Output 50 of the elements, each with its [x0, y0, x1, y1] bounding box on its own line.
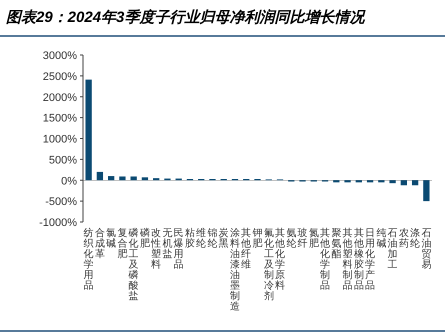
- x-tick-label: 磷肥: [138, 227, 150, 250]
- bar: [108, 176, 114, 180]
- bar: [130, 176, 137, 180]
- x-tick-label: 合成革: [94, 227, 105, 260]
- x-tick-label: 民爆用品: [174, 228, 184, 270]
- x-tick-label: 炭黑: [218, 227, 229, 250]
- bar: [119, 176, 126, 180]
- x-tick-label: 维纶: [196, 227, 206, 250]
- x-tick-label: 磷化工及磷酸盐: [128, 227, 139, 302]
- x-tick-label: 涂料油漆油墨制造: [230, 227, 240, 312]
- y-tick-label: 500%: [48, 154, 78, 166]
- y-tick-label: 2500%: [42, 70, 78, 83]
- bar: [85, 80, 92, 180]
- y-tick-label: -1000%: [39, 217, 78, 229]
- x-tick-label: 其他化学原料: [275, 227, 286, 292]
- x-tick-label: 其他塑料制品: [342, 227, 353, 292]
- x-tick-label: 复合肥: [117, 227, 128, 260]
- x-tick-label: 其他化学制品: [320, 227, 330, 292]
- bar: [400, 180, 408, 186]
- y-tick-label: 1000%: [42, 134, 78, 146]
- x-tick-label: 氮肥: [308, 228, 319, 250]
- chart-title: 图表29：2024年3季度子行业归母净利润同比增长情况: [6, 8, 366, 26]
- x-tick-label: 粘胶: [184, 227, 195, 250]
- x-tick-label: 石油加工: [388, 228, 398, 270]
- x-tick-label: 氯碱: [106, 228, 116, 250]
- x-tick-label: 其他橡胶制品: [354, 227, 364, 292]
- x-tick-label: 聚氨酯: [331, 227, 342, 260]
- x-tick-label: 氟化工及制冷剂: [264, 228, 274, 302]
- x-tick-label: 玻纤: [298, 227, 308, 250]
- y-tick-label: 1500%: [42, 112, 78, 125]
- bar: [412, 180, 418, 186]
- x-tick-label: 石油贸易: [421, 228, 432, 270]
- y-tick-label: 2000%: [42, 92, 78, 104]
- y-tick-label: -500%: [45, 196, 78, 208]
- x-tick-label: 涤纶: [410, 227, 420, 250]
- x-tick-label: 氨纶: [286, 228, 296, 250]
- x-tick-label: 改性塑料: [150, 228, 162, 270]
- y-tick-label: 3000%: [42, 50, 78, 62]
- x-tick-label: 无机盐: [162, 228, 172, 260]
- x-tick-label: 纯碱: [376, 227, 386, 250]
- x-tick-label: 钾肥: [252, 228, 262, 250]
- x-tick-label: 农药: [398, 228, 409, 250]
- x-tick-label: 其他纤维: [241, 227, 252, 270]
- y-tick-label: 0%: [61, 175, 78, 188]
- x-tick-label: 日用化学产品: [365, 228, 376, 292]
- bar: [142, 177, 148, 180]
- x-tick-label: 锦纶: [206, 228, 218, 250]
- x-tick-label: 纺织化学用品: [84, 227, 94, 292]
- bar: [423, 180, 430, 202]
- bar: [96, 172, 104, 180]
